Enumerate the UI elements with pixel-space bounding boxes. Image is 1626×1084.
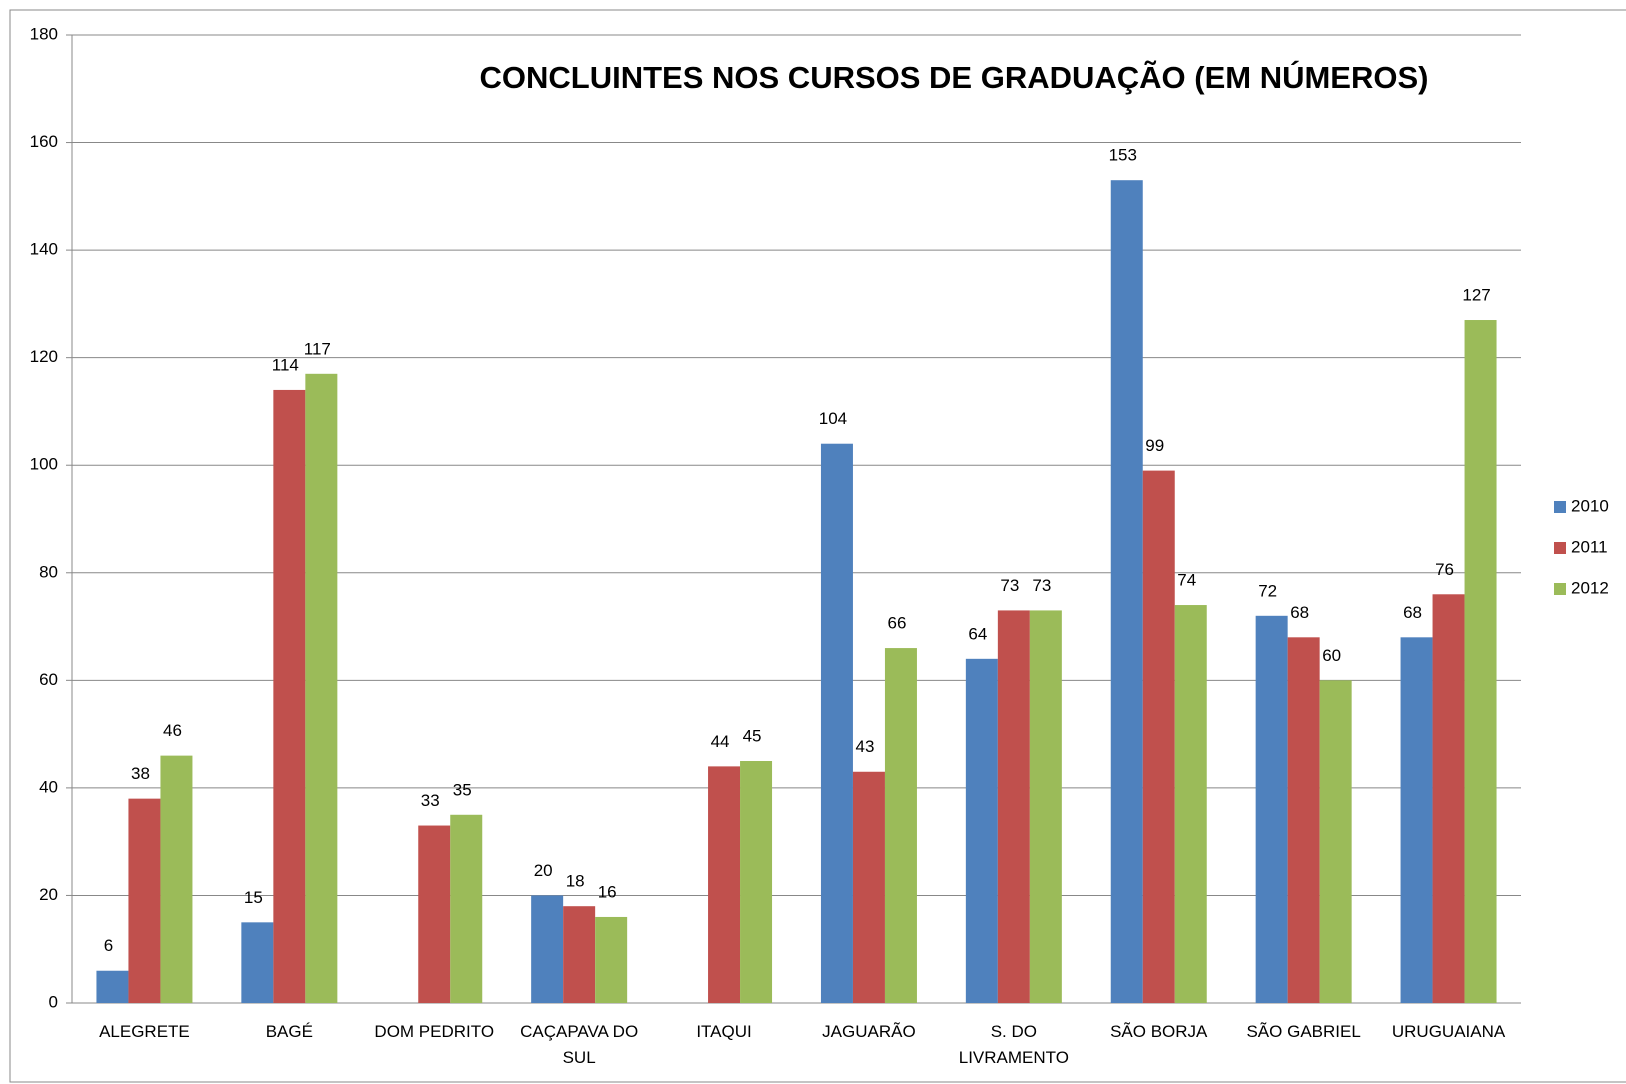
- x-tick-label: BAGÉ: [265, 1022, 313, 1041]
- bar: [1110, 180, 1143, 1003]
- data-label: 45: [743, 726, 762, 745]
- data-label: 117: [304, 339, 331, 358]
- data-label: 46: [163, 721, 182, 740]
- data-label: 18: [566, 872, 585, 891]
- bar: [820, 443, 853, 1003]
- data-label: 127: [1462, 286, 1490, 305]
- data-label: 66: [887, 614, 906, 633]
- chart-frame: [9, 9, 1626, 1083]
- legend-label: 2012: [1571, 578, 1609, 597]
- bar: [965, 658, 998, 1003]
- bar: [160, 755, 193, 1003]
- x-tick-label: DOM PEDRITO: [374, 1022, 495, 1041]
- x-tick-label: URUGUAIANA: [1391, 1022, 1506, 1041]
- data-label: 73: [1000, 576, 1019, 595]
- data-label: 6: [104, 936, 113, 955]
- y-tick-label: 140: [30, 240, 58, 259]
- x-tick-label: SÃO GABRIEL: [1246, 1022, 1361, 1041]
- y-tick-label: 180: [30, 24, 58, 43]
- x-tick-label: S. DO LIVRAMENTO: [958, 1022, 1069, 1067]
- data-label: 76: [1435, 560, 1454, 579]
- data-label: 104: [819, 409, 847, 428]
- y-tick-label: 80: [39, 562, 58, 581]
- data-label: 33: [421, 791, 440, 810]
- data-label: 16: [598, 882, 617, 901]
- data-label: 99: [1145, 436, 1164, 455]
- bar: [595, 916, 628, 1003]
- y-tick-label: 100: [30, 455, 58, 474]
- data-label: 68: [1403, 603, 1422, 622]
- bar: [273, 389, 306, 1003]
- bar: [740, 761, 773, 1003]
- y-tick-label: 0: [49, 992, 58, 1011]
- bar: [1432, 594, 1465, 1003]
- data-label: 15: [244, 888, 263, 907]
- data-label: 72: [1258, 581, 1277, 600]
- bar: [128, 798, 161, 1003]
- legend-label: 2011: [1571, 537, 1608, 556]
- bar: [450, 814, 483, 1003]
- bar: [305, 373, 338, 1003]
- data-label: 64: [968, 624, 987, 643]
- x-tick-label: ALEGRETE: [99, 1022, 190, 1041]
- data-label: 44: [711, 732, 730, 751]
- bar: [531, 895, 564, 1003]
- bar: [1174, 605, 1207, 1003]
- x-tick-label: JAGUARÃO: [822, 1022, 916, 1041]
- bar: [708, 766, 741, 1003]
- x-tick-label: CAÇAPAVA DO SUL: [520, 1022, 639, 1067]
- data-label: 114: [272, 355, 299, 374]
- data-label: 73: [1032, 576, 1051, 595]
- y-tick-label: 20: [39, 885, 58, 904]
- data-label: 38: [131, 764, 150, 783]
- bar: [1029, 610, 1062, 1003]
- data-label: 60: [1322, 646, 1341, 665]
- data-label: 20: [534, 861, 553, 880]
- y-tick-label: 120: [30, 347, 58, 366]
- bar: [852, 771, 885, 1003]
- bar: [884, 648, 917, 1003]
- x-tick-label: SÃO BORJA: [1110, 1022, 1208, 1041]
- legend-label: 2010: [1571, 496, 1609, 515]
- data-label: 68: [1290, 603, 1309, 622]
- y-tick-label: 60: [39, 670, 58, 689]
- bar: [997, 610, 1030, 1003]
- data-label: 153: [1109, 146, 1137, 165]
- bar: [241, 922, 274, 1003]
- bar: [563, 906, 596, 1003]
- legend-swatch: [1554, 583, 1566, 595]
- data-label: 74: [1177, 571, 1196, 590]
- legend-swatch: [1554, 542, 1566, 554]
- bar: [1287, 637, 1320, 1003]
- bar: [96, 970, 129, 1003]
- bar: [1255, 615, 1288, 1003]
- y-tick-label: 40: [39, 777, 58, 796]
- data-label: 35: [453, 780, 472, 799]
- bar: [1464, 320, 1497, 1003]
- y-tick-label: 160: [30, 132, 58, 151]
- x-tick-label: ITAQUI: [696, 1022, 752, 1041]
- chart-title: CONCLUINTES NOS CURSOS DE GRADUAÇÃO (EM …: [480, 59, 1429, 95]
- bar: [418, 825, 451, 1003]
- bar: [1400, 637, 1433, 1003]
- bar: [1319, 680, 1352, 1003]
- data-label: 43: [855, 737, 874, 756]
- bar: [1142, 470, 1175, 1004]
- legend-swatch: [1554, 501, 1566, 513]
